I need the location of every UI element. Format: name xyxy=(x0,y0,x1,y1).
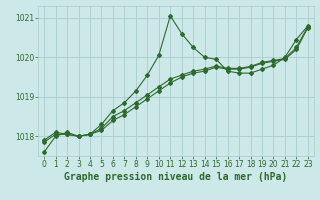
X-axis label: Graphe pression niveau de la mer (hPa): Graphe pression niveau de la mer (hPa) xyxy=(64,172,288,182)
